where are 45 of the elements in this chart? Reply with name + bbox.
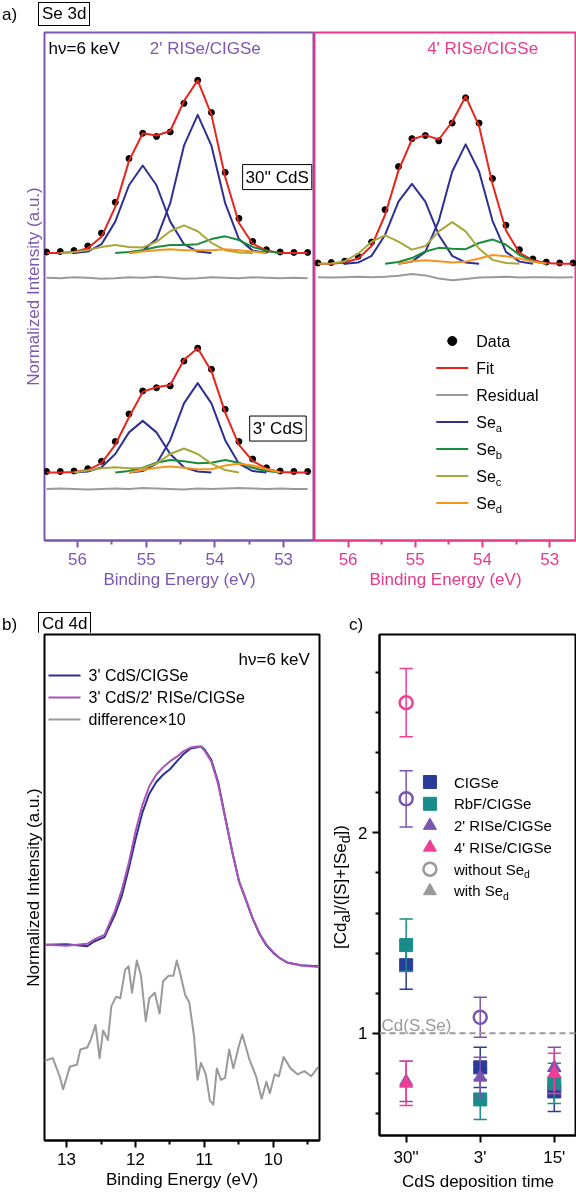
legend-label: RbF/CIGSe xyxy=(453,795,532,813)
x-tick-label: 53 xyxy=(540,549,560,569)
x-tick-label: 55 xyxy=(136,549,156,569)
text: c) xyxy=(349,614,364,636)
chart-title: 2' RISe/CIGSe xyxy=(149,38,261,58)
x-tick-label: 53 xyxy=(274,549,294,569)
text: b) xyxy=(2,614,18,636)
x-tick-label: 3' xyxy=(473,1147,487,1167)
x-tick-label: 12 xyxy=(126,1149,145,1169)
text: Cd 4d xyxy=(38,612,92,636)
legend-label: difference×10 xyxy=(88,711,186,728)
x-tick-label: 54 xyxy=(205,549,225,569)
legend-label: 4' RISe/CIGSe xyxy=(453,838,552,856)
legend-label: Residual xyxy=(476,386,539,404)
x-axis-title: Binding Energy (eV) xyxy=(369,569,522,589)
x-tick-label: 56 xyxy=(338,549,358,569)
x-axis-title: Binding Energy (eV) xyxy=(103,569,256,589)
x-tick-label: 56 xyxy=(68,549,87,569)
x-tick-label: 10 xyxy=(263,1149,283,1169)
x-tick-label: 54 xyxy=(472,549,492,569)
x-tick-label: 13 xyxy=(57,1149,77,1169)
legend-label: Fit xyxy=(476,359,495,377)
x-tick-label: 30'' xyxy=(393,1147,419,1167)
text: hν=6 keV xyxy=(48,38,121,58)
text: hν=6 keV xyxy=(238,650,311,670)
legend-label: 2' RISe/CIGSe xyxy=(453,817,552,835)
x-tick-label: 11 xyxy=(195,1149,214,1169)
x-axis-title: CdS deposition time xyxy=(401,1171,555,1191)
legend-label: CIGSe xyxy=(453,773,499,791)
y-tick-label: 2 xyxy=(358,823,368,843)
x-axis-title: Binding Energy (eV) xyxy=(105,1169,259,1189)
x-tick-label: 15' xyxy=(543,1147,566,1167)
ref-line-label: Cd(S,Se) xyxy=(381,1016,452,1036)
x-tick-label: 55 xyxy=(405,549,425,569)
text: a) xyxy=(2,4,18,26)
legend-label: 3' CdS/CIGSe xyxy=(88,667,189,684)
y-axis-title: Normalized Intensity (a.u.) xyxy=(23,187,43,386)
annotation: 3' CdS xyxy=(252,419,304,439)
legend-label: Data xyxy=(476,332,511,350)
y-tick-label: 1 xyxy=(358,1024,368,1044)
legend-label: 3' CdS/2' RISe/CIGSe xyxy=(88,689,245,706)
text: Se 3d xyxy=(38,2,91,26)
annotation: 30'' CdS xyxy=(245,167,309,187)
chart-title: 4' RISe/CIGSe xyxy=(427,38,539,58)
y-axis-title: Normalized Intensity (a.u.) xyxy=(23,788,43,987)
